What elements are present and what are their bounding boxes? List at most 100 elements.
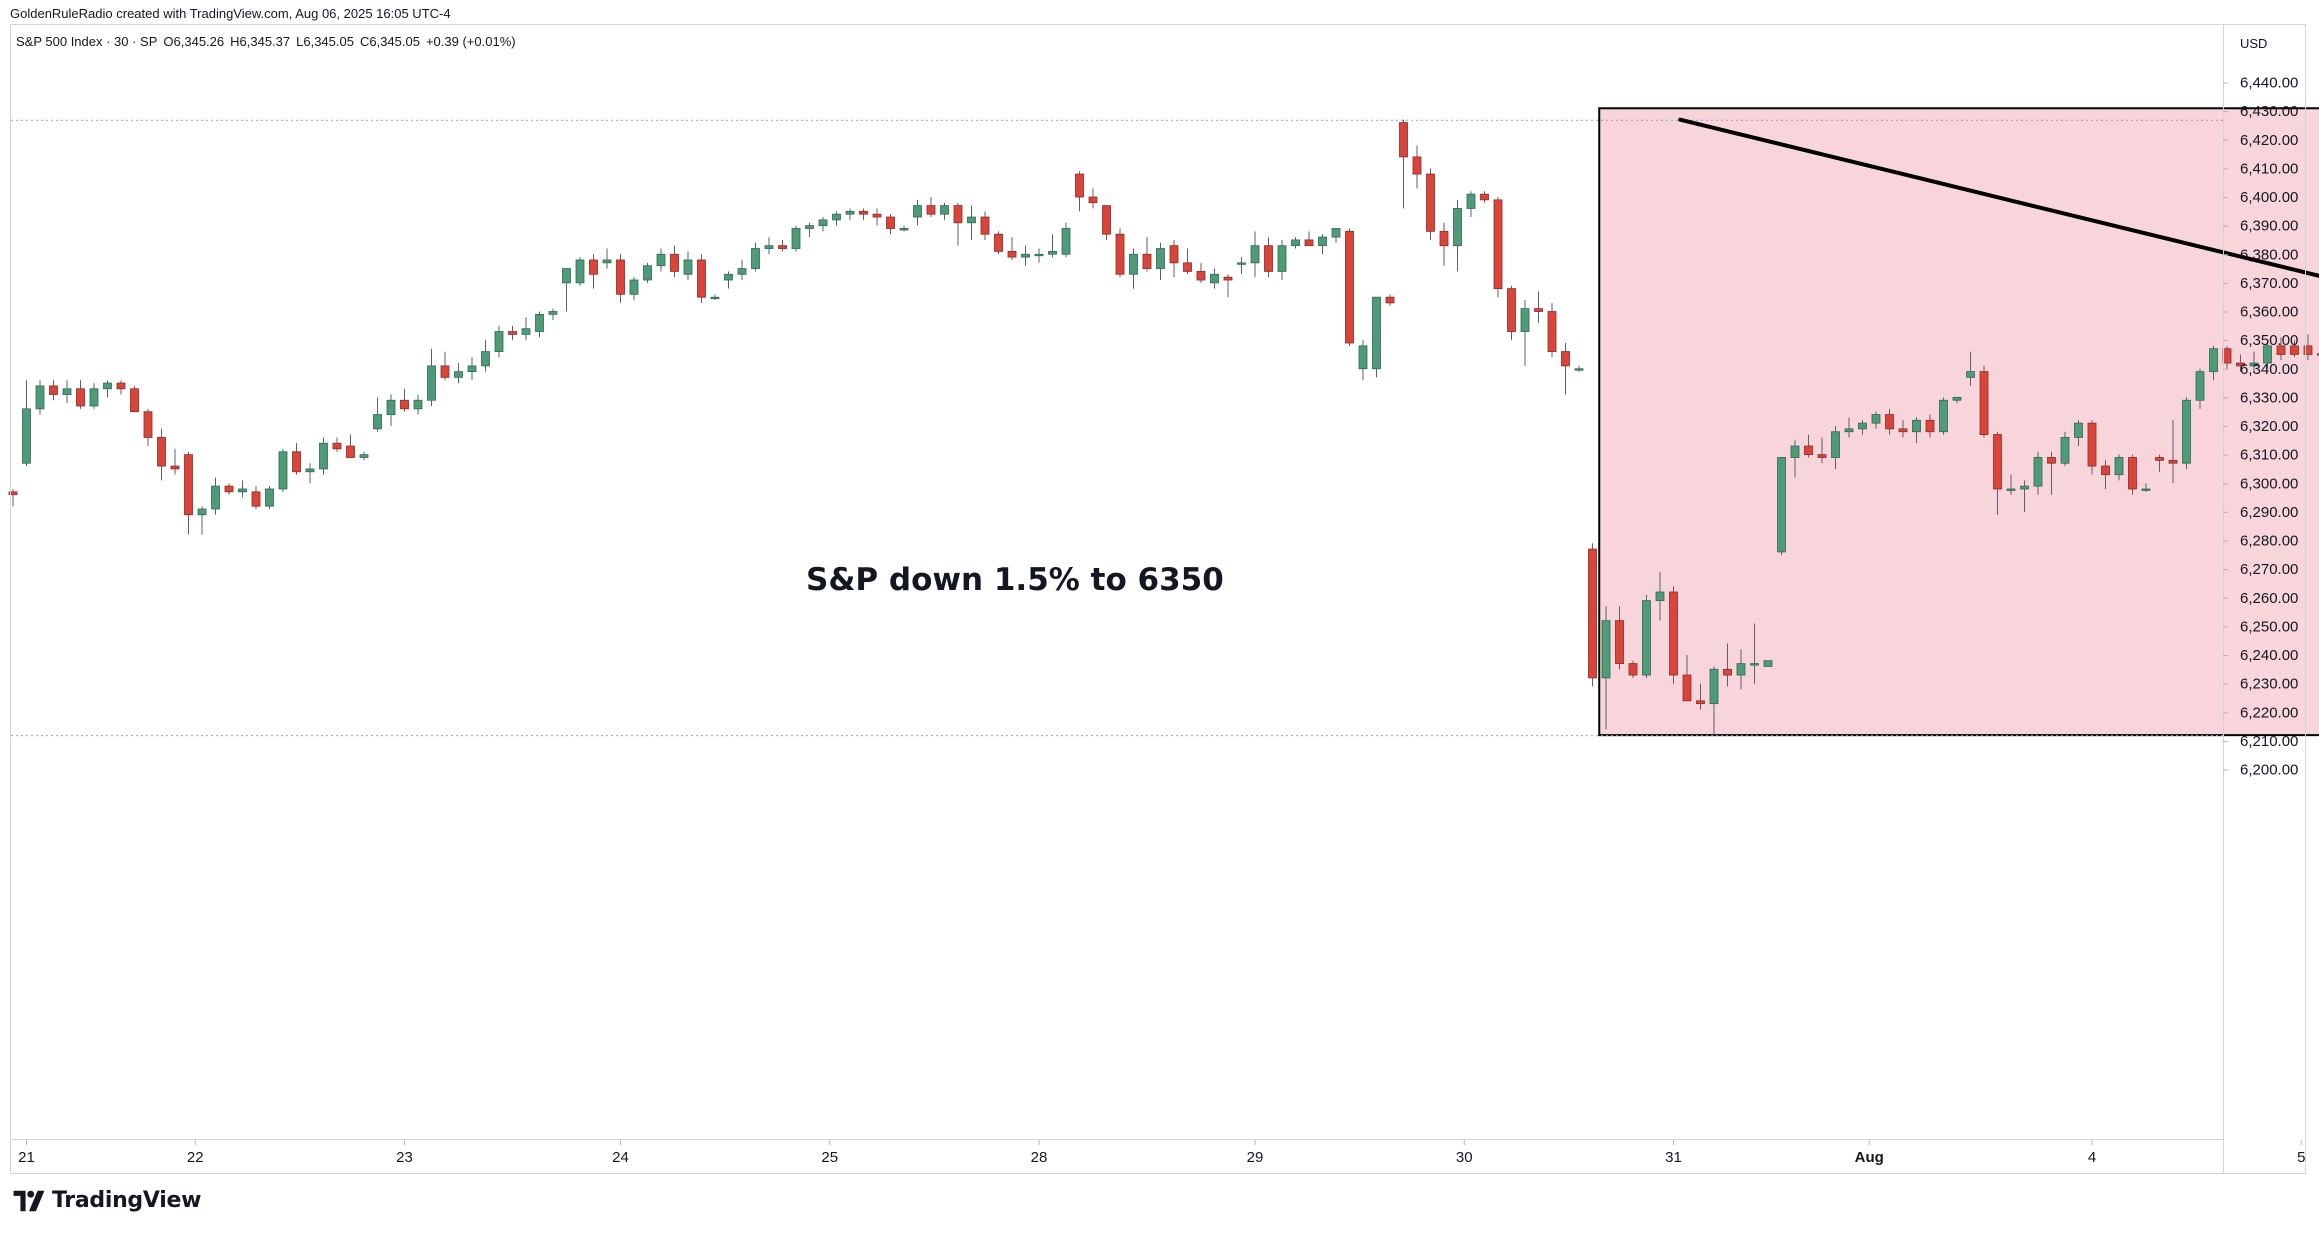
candle[interactable] [778,239,787,252]
candle[interactable] [481,340,490,372]
candle[interactable] [535,311,544,338]
candle[interactable] [899,225,909,232]
candle[interactable] [130,385,139,413]
symbol-name[interactable]: S&P 500 Index · 30 · SP [16,34,158,49]
trend-arrow[interactable] [1678,117,2319,351]
candle[interactable] [1588,543,1597,687]
candle[interactable] [2074,420,2083,447]
candle[interactable] [1750,623,1759,684]
candle[interactable] [1966,351,1975,386]
candle[interactable] [62,380,72,404]
candle[interactable] [1912,417,1921,444]
candle[interactable] [1399,119,1408,209]
candle[interactable] [1412,145,1422,189]
candle[interactable] [562,268,571,312]
candle[interactable] [521,317,531,341]
candle[interactable] [8,488,18,507]
candle[interactable] [1858,420,1867,435]
candle[interactable] [386,394,396,426]
candle[interactable] [49,380,58,401]
candle[interactable] [1480,191,1489,203]
candle[interactable] [1048,234,1057,258]
candle[interactable] [845,208,855,220]
candle[interactable] [1669,586,1678,684]
candle[interactable] [1817,437,1827,464]
candle[interactable] [2141,483,2151,492]
candle[interactable] [656,248,666,272]
candle[interactable] [184,451,193,535]
candle[interactable] [1844,417,1854,438]
candle[interactable] [2209,345,2218,381]
candle[interactable] [643,262,652,283]
candle[interactable] [1075,171,1084,212]
candle[interactable] [1331,228,1341,243]
candle[interactable] [589,254,598,289]
candle[interactable] [724,271,733,289]
candle[interactable] [143,408,153,447]
candle[interactable] [1021,245,1030,266]
candle[interactable] [1102,205,1111,240]
candle[interactable] [1345,228,1354,346]
candle[interactable] [2249,351,2259,372]
candle[interactable] [251,486,261,510]
candle[interactable] [373,397,382,432]
candle[interactable] [2087,420,2097,475]
candle[interactable] [1210,268,1219,289]
candle[interactable] [103,380,112,398]
candle[interactable] [1885,408,1894,435]
candle[interactable] [1561,342,1570,395]
candle[interactable] [1993,431,2002,515]
candle[interactable] [211,477,220,515]
candle[interactable] [575,257,585,286]
currency-label[interactable]: USD [2240,36,2268,51]
candle[interactable] [2047,451,2056,495]
candle[interactable] [1871,411,1881,429]
candle[interactable] [116,380,126,395]
candle[interactable] [940,202,949,220]
candle[interactable] [1385,294,1395,306]
candle[interactable] [1520,300,1530,366]
candle[interactable] [1318,234,1327,255]
candle[interactable] [1979,365,1989,438]
candle[interactable] [2101,460,2110,489]
candle[interactable] [1196,262,1206,283]
candle[interactable] [1088,188,1098,209]
candle[interactable] [629,277,639,301]
candle[interactable] [710,294,720,301]
candle[interactable] [1453,199,1462,272]
candle[interactable] [2128,454,2137,495]
candle[interactable] [265,486,274,510]
candle[interactable] [980,211,990,240]
candle[interactable] [2020,480,2029,512]
candle[interactable] [1723,643,1732,687]
candle[interactable] [1115,228,1125,278]
candle[interactable] [1709,666,1719,736]
candle[interactable] [76,380,85,409]
candle[interactable] [170,448,180,475]
candle[interactable] [994,231,1003,255]
candle[interactable] [1804,434,1813,458]
tradingview-brand[interactable]: TradingView [12,1188,201,1213]
candle[interactable] [427,348,436,406]
candle[interactable] [1628,660,1638,678]
candle[interactable] [926,197,936,218]
candle[interactable] [1358,340,1368,381]
candle[interactable] [1156,242,1165,281]
candle[interactable] [400,388,409,412]
candle[interactable] [319,437,328,475]
candle[interactable] [413,394,423,415]
candle[interactable] [1574,365,1584,372]
candle[interactable] [494,325,504,358]
candle[interactable] [764,237,774,255]
candle[interactable] [1601,606,1611,730]
candle[interactable] [791,225,801,252]
candle[interactable] [1952,396,1962,404]
candle[interactable] [2114,454,2124,481]
candle[interactable] [1237,257,1246,275]
candle[interactable] [1898,420,1908,438]
candle[interactable] [278,448,288,492]
candle[interactable] [859,208,868,220]
candle[interactable] [197,506,207,535]
candle[interactable] [1790,440,1800,478]
candle[interactable] [1061,222,1071,258]
